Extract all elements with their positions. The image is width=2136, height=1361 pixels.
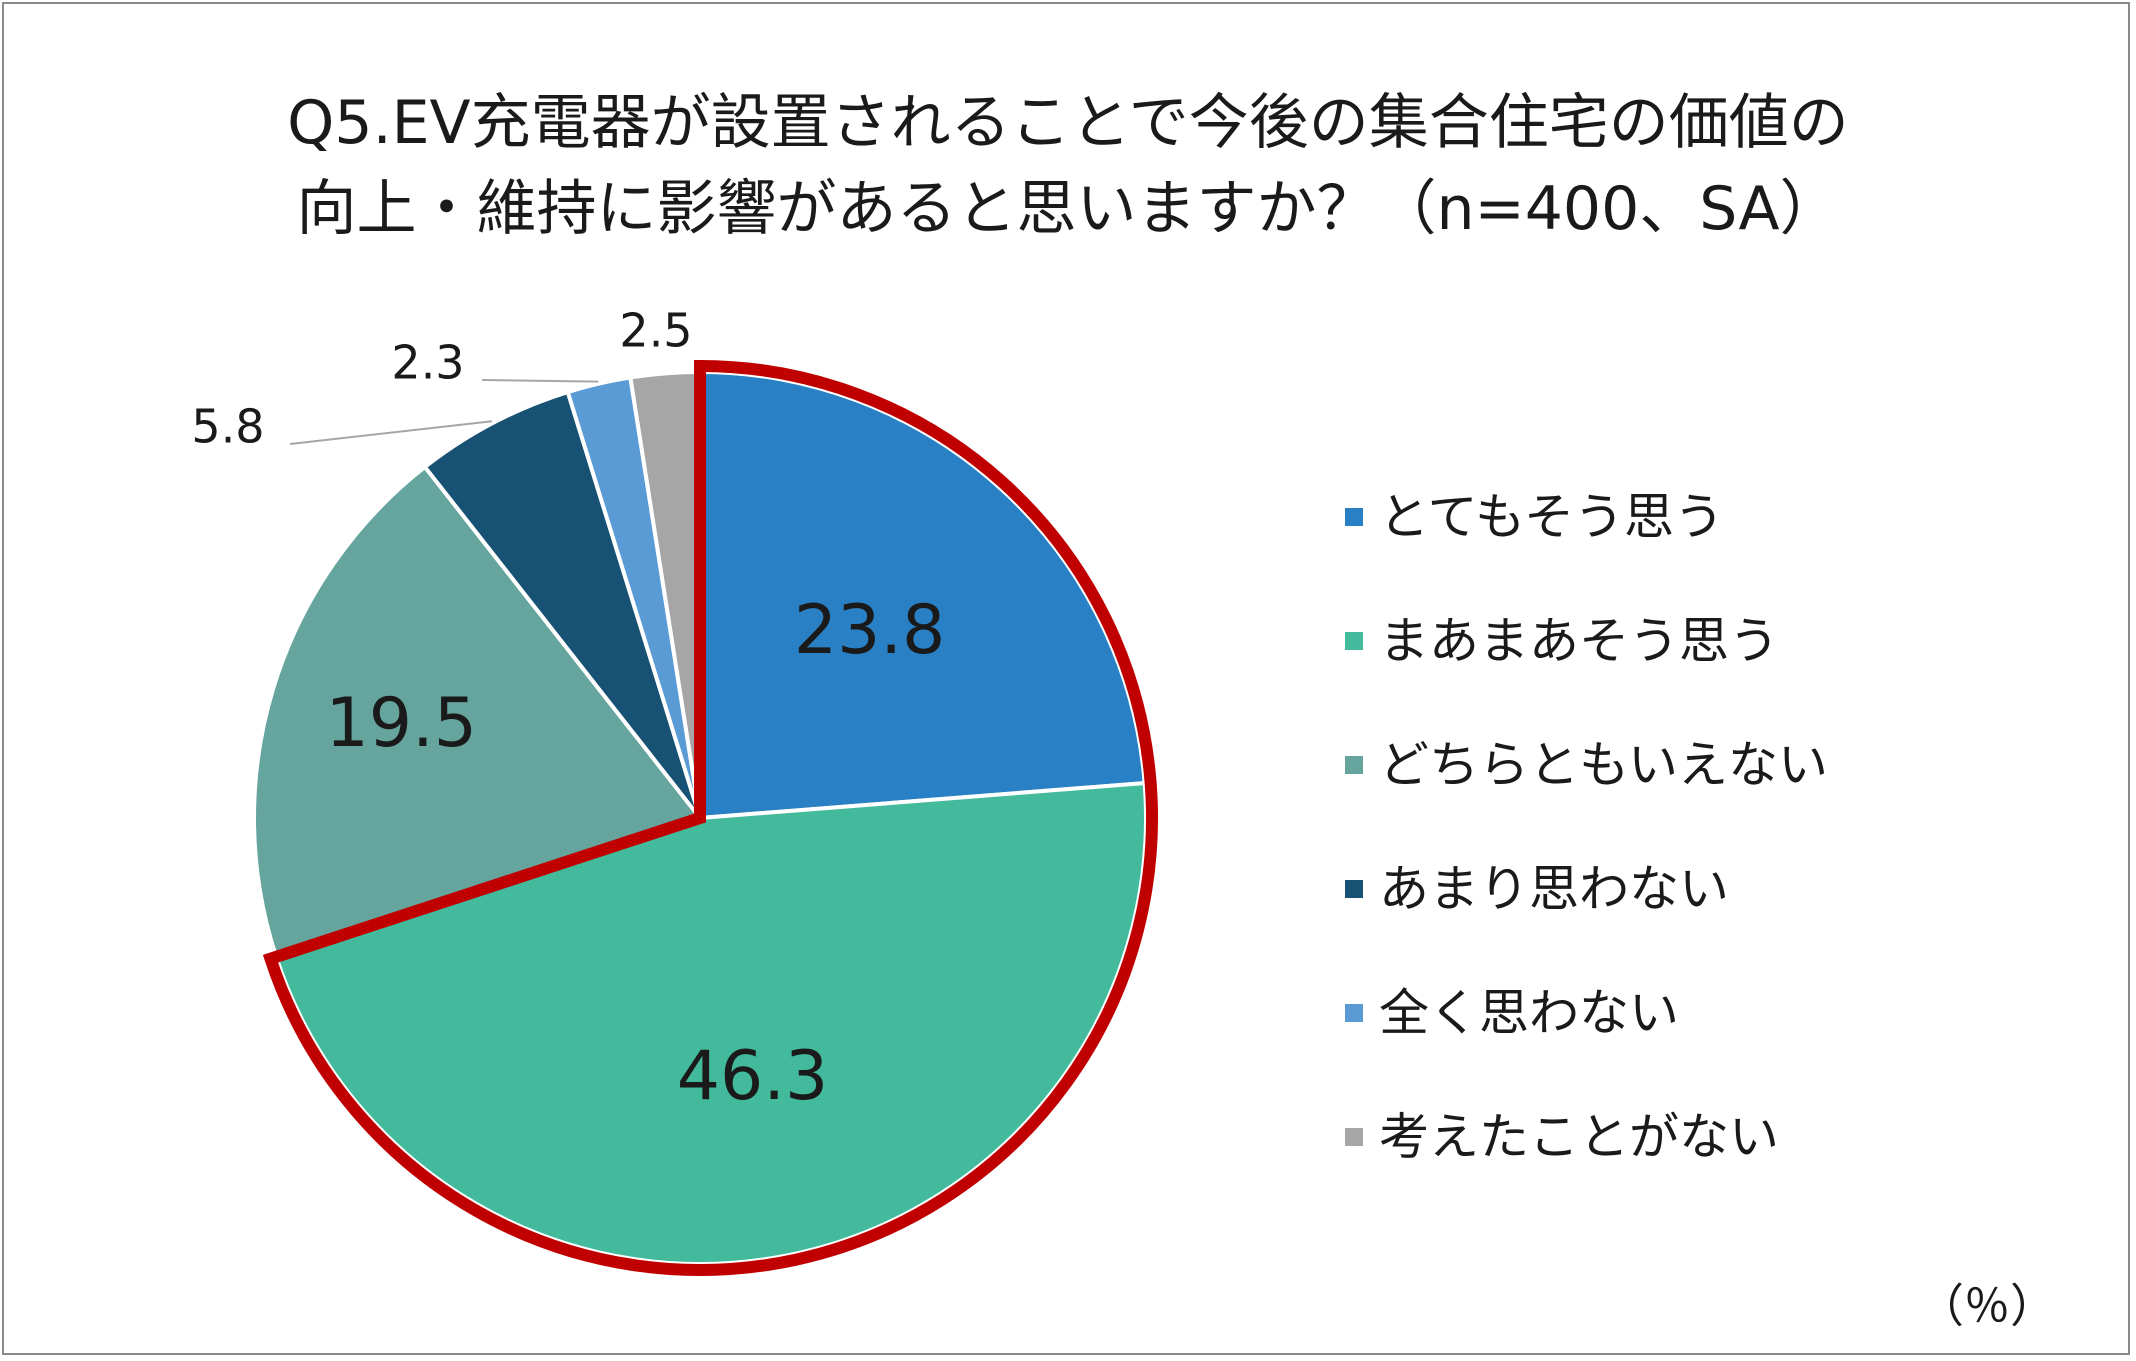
chart-title-line1: Q5.EV充電器が設置されることで今後の集合住宅の価値の: [287, 88, 1849, 158]
chart-title: Q5.EV充電器が設置されることで今後の集合住宅の価値の 向上・維持に影響がある…: [0, 80, 2136, 252]
pie-slice-4: [422, 389, 702, 820]
legend-item-1: とてもそう思う: [1345, 455, 1828, 579]
legend-swatch-5: [1345, 1004, 1363, 1022]
pie-slice-2: [273, 780, 1148, 1266]
highlight-outline: [262, 359, 1158, 1276]
legend-label-1: とてもそう思う: [1379, 488, 1724, 546]
legend-item-3: どちらともいえない: [1345, 703, 1828, 827]
legend-swatch-2: [1345, 632, 1363, 650]
data-label-3: 19.5: [326, 684, 477, 763]
data-label-5: 2.3: [391, 336, 464, 390]
chart-title-line2: 向上・維持に影響があると思いますか？（n=400、SA）: [296, 174, 1840, 244]
legend-label-4: あまり思わない: [1379, 860, 1729, 918]
unit-label: （％）: [1918, 1279, 2056, 1333]
legend-item-5: 全く思わない: [1345, 951, 1828, 1075]
legend-label-5: 全く思わない: [1379, 984, 1679, 1042]
legend-swatch-6: [1345, 1128, 1363, 1146]
legend-item-2: まあまあそう思う: [1345, 579, 1828, 703]
data-label-1: 23.8: [794, 591, 945, 670]
legend-label-6: 考えたことがない: [1379, 1108, 1779, 1166]
data-label-6: 2.5: [619, 304, 692, 358]
legend: とてもそう思う まあまあそう思う どちらともいえない あまり思わない 全く思わない考えた…: [1345, 455, 1828, 1199]
leader-line-5: [481, 379, 599, 383]
legend-label-2: まあまあそう思う: [1379, 612, 1779, 670]
legend-label-3: どちらともいえない: [1379, 736, 1828, 794]
legend-swatch-4: [1345, 880, 1363, 898]
legend-swatch-3: [1345, 756, 1363, 774]
legend-item-6: 考えたことがない: [1345, 1075, 1828, 1199]
data-label-4: 5.8: [191, 400, 264, 454]
legend-swatch-1: [1345, 508, 1363, 526]
pie-slice-3: [252, 464, 704, 960]
legend-item-4: あまり思わない: [1345, 827, 1828, 951]
pie-slice-1: [698, 369, 1147, 821]
leader-line-4: [289, 420, 493, 445]
data-label-2: 46.3: [677, 1037, 828, 1116]
